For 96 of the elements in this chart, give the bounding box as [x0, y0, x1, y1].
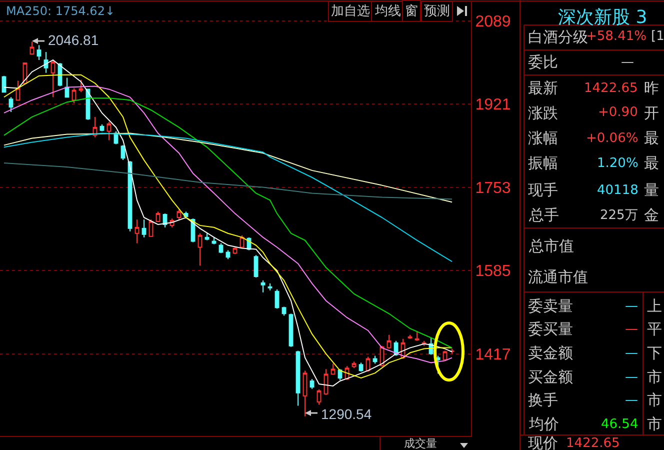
- text: 涨跌: [528, 104, 558, 122]
- text: 白酒分级: [528, 28, 588, 46]
- candlestick: [36, 44, 42, 60]
- y-tick-label: 1921: [475, 96, 511, 114]
- text: 流通市值: [528, 268, 588, 286]
- text: +0.06%: [586, 131, 638, 146]
- line-series: [3, 132, 453, 262]
- text: 现价: [528, 434, 558, 450]
- text: 225万: [600, 208, 638, 223]
- candlestick: [72, 88, 76, 104]
- candlestick: [414, 330, 420, 342]
- candlestick: [44, 52, 48, 74]
- text: —: [625, 393, 638, 408]
- candlestick: [134, 219, 140, 244]
- y-tick-label: 2089: [475, 13, 511, 30]
- candlestick: [372, 355, 378, 364]
- text: [1: [651, 29, 664, 44]
- text: —: [625, 346, 638, 361]
- text: 下: [647, 344, 662, 362]
- text: 委买量: [528, 320, 573, 338]
- candlestick: [8, 96, 14, 112]
- y-tick-label: 1753: [475, 180, 511, 197]
- text: —: [625, 299, 638, 314]
- text: 深次新股 3: [558, 7, 648, 28]
- y-tick-label: 1585: [475, 263, 511, 280]
- annotation: 1290.54: [321, 406, 372, 422]
- text: 开: [644, 104, 659, 122]
- text: 市: [647, 415, 662, 433]
- candlestick: [352, 361, 356, 369]
- text: 均价: [528, 415, 559, 433]
- annotation: MA250: 1754.62↓: [6, 4, 116, 18]
- annotation: 窗: [405, 3, 418, 19]
- text: 1422.65: [584, 81, 638, 96]
- annotation: 均线: [374, 4, 401, 19]
- text: —: [625, 370, 638, 385]
- candlestick: [226, 250, 230, 260]
- candlestick: [92, 116, 98, 138]
- candlestick: [198, 232, 202, 266]
- text: +0.90: [598, 105, 638, 120]
- candlestick: [316, 388, 322, 406]
- candlestick: [106, 121, 112, 141]
- text: 46.54: [601, 417, 638, 432]
- text: 涨幅: [528, 129, 558, 147]
- candlestick: [358, 362, 364, 372]
- text: 卖金额: [528, 344, 573, 362]
- text: +58.41%: [586, 29, 646, 44]
- text: 委卖量: [528, 297, 573, 315]
- text: 上: [647, 297, 662, 315]
- text: 量: [644, 181, 659, 199]
- candlestick: [50, 59, 56, 98]
- candlestick: [282, 306, 286, 316]
- candlestick: [268, 282, 272, 291]
- text: 总手: [528, 206, 559, 224]
- text: 最: [644, 154, 659, 172]
- candlestick: [260, 280, 266, 293]
- candlestick: [254, 254, 258, 278]
- text: 40118: [597, 183, 638, 198]
- candlestick: [408, 334, 412, 340]
- text: 振幅: [528, 154, 558, 172]
- candlestick: [310, 378, 314, 390]
- candlestick: [100, 124, 104, 132]
- candlestick: [302, 370, 308, 417]
- text: —: [621, 55, 634, 70]
- candlestick: [204, 232, 210, 241]
- candlestick: [288, 313, 294, 348]
- text: 平: [647, 320, 662, 338]
- text: 1422.65: [566, 436, 620, 450]
- annotation: 2046.81: [48, 32, 99, 48]
- text: 现手: [528, 181, 558, 199]
- text: 最: [644, 129, 659, 147]
- annotation: 加自选: [331, 4, 370, 19]
- line-series: [3, 132, 453, 203]
- text: 成交量: [404, 437, 437, 450]
- candlestick: [386, 334, 392, 350]
- text: 买金额: [528, 368, 573, 386]
- candlestick: [64, 77, 70, 98]
- candlestick: [30, 41, 34, 55]
- candlestick: [142, 219, 146, 238]
- text: 1.20%: [597, 156, 638, 171]
- text: 金: [644, 206, 659, 224]
- annotation: 预测: [424, 4, 450, 19]
- line-series: [3, 162, 453, 200]
- text: 委比: [528, 53, 558, 71]
- candlestick: [296, 350, 300, 406]
- text: 市: [647, 391, 662, 409]
- candlestick: [156, 211, 160, 222]
- text: 最新: [528, 79, 558, 97]
- candlestick: [78, 79, 84, 93]
- y-tick-label: 1417: [475, 346, 511, 364]
- text: 换手: [528, 391, 558, 409]
- text: —: [625, 322, 638, 337]
- text: 总市值: [528, 237, 574, 255]
- candlestick: [330, 363, 336, 375]
- text: 市: [647, 368, 662, 386]
- candlestick: [212, 236, 216, 245]
- text: 昨: [644, 79, 659, 97]
